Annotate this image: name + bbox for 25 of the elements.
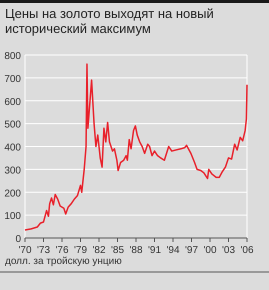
y-tick-label: 300 <box>4 165 22 176</box>
x-tick-label: '91 <box>148 245 162 256</box>
y-tick-label: 800 <box>4 51 22 62</box>
x-axis-title: долл. за тройскую унцию <box>5 256 122 267</box>
x-tick-label: '06 <box>240 245 254 256</box>
chart-title: Цены на золото выходят на новый исторический максимум <box>5 6 214 36</box>
x-tick-label: '82 <box>92 245 106 256</box>
line-series <box>24 63 248 231</box>
x-tick-label: '94 <box>166 245 180 256</box>
x-tick-label: '03 <box>222 245 236 256</box>
x-tick-label: '00 <box>203 245 217 256</box>
x-tick-label: '85 <box>110 245 124 256</box>
x-tick-label: '79 <box>74 245 88 256</box>
y-tick-label: 400 <box>4 142 22 154</box>
y-tick-label: 500 <box>4 120 22 131</box>
y-tick-label: 0 <box>15 234 22 245</box>
y-tick-label: 700 <box>4 74 22 85</box>
x-tick-label: '76 <box>55 245 69 256</box>
x-tick-label: '70 <box>18 245 32 256</box>
y-tick-label: 100 <box>4 211 22 222</box>
x-tick-label: '97 <box>184 245 198 256</box>
x-tick-label: '88 <box>129 245 143 256</box>
y-tick-label: 200 <box>4 188 22 200</box>
y-tick-label: 600 <box>4 96 22 108</box>
x-tick-label: '73 <box>36 245 50 256</box>
